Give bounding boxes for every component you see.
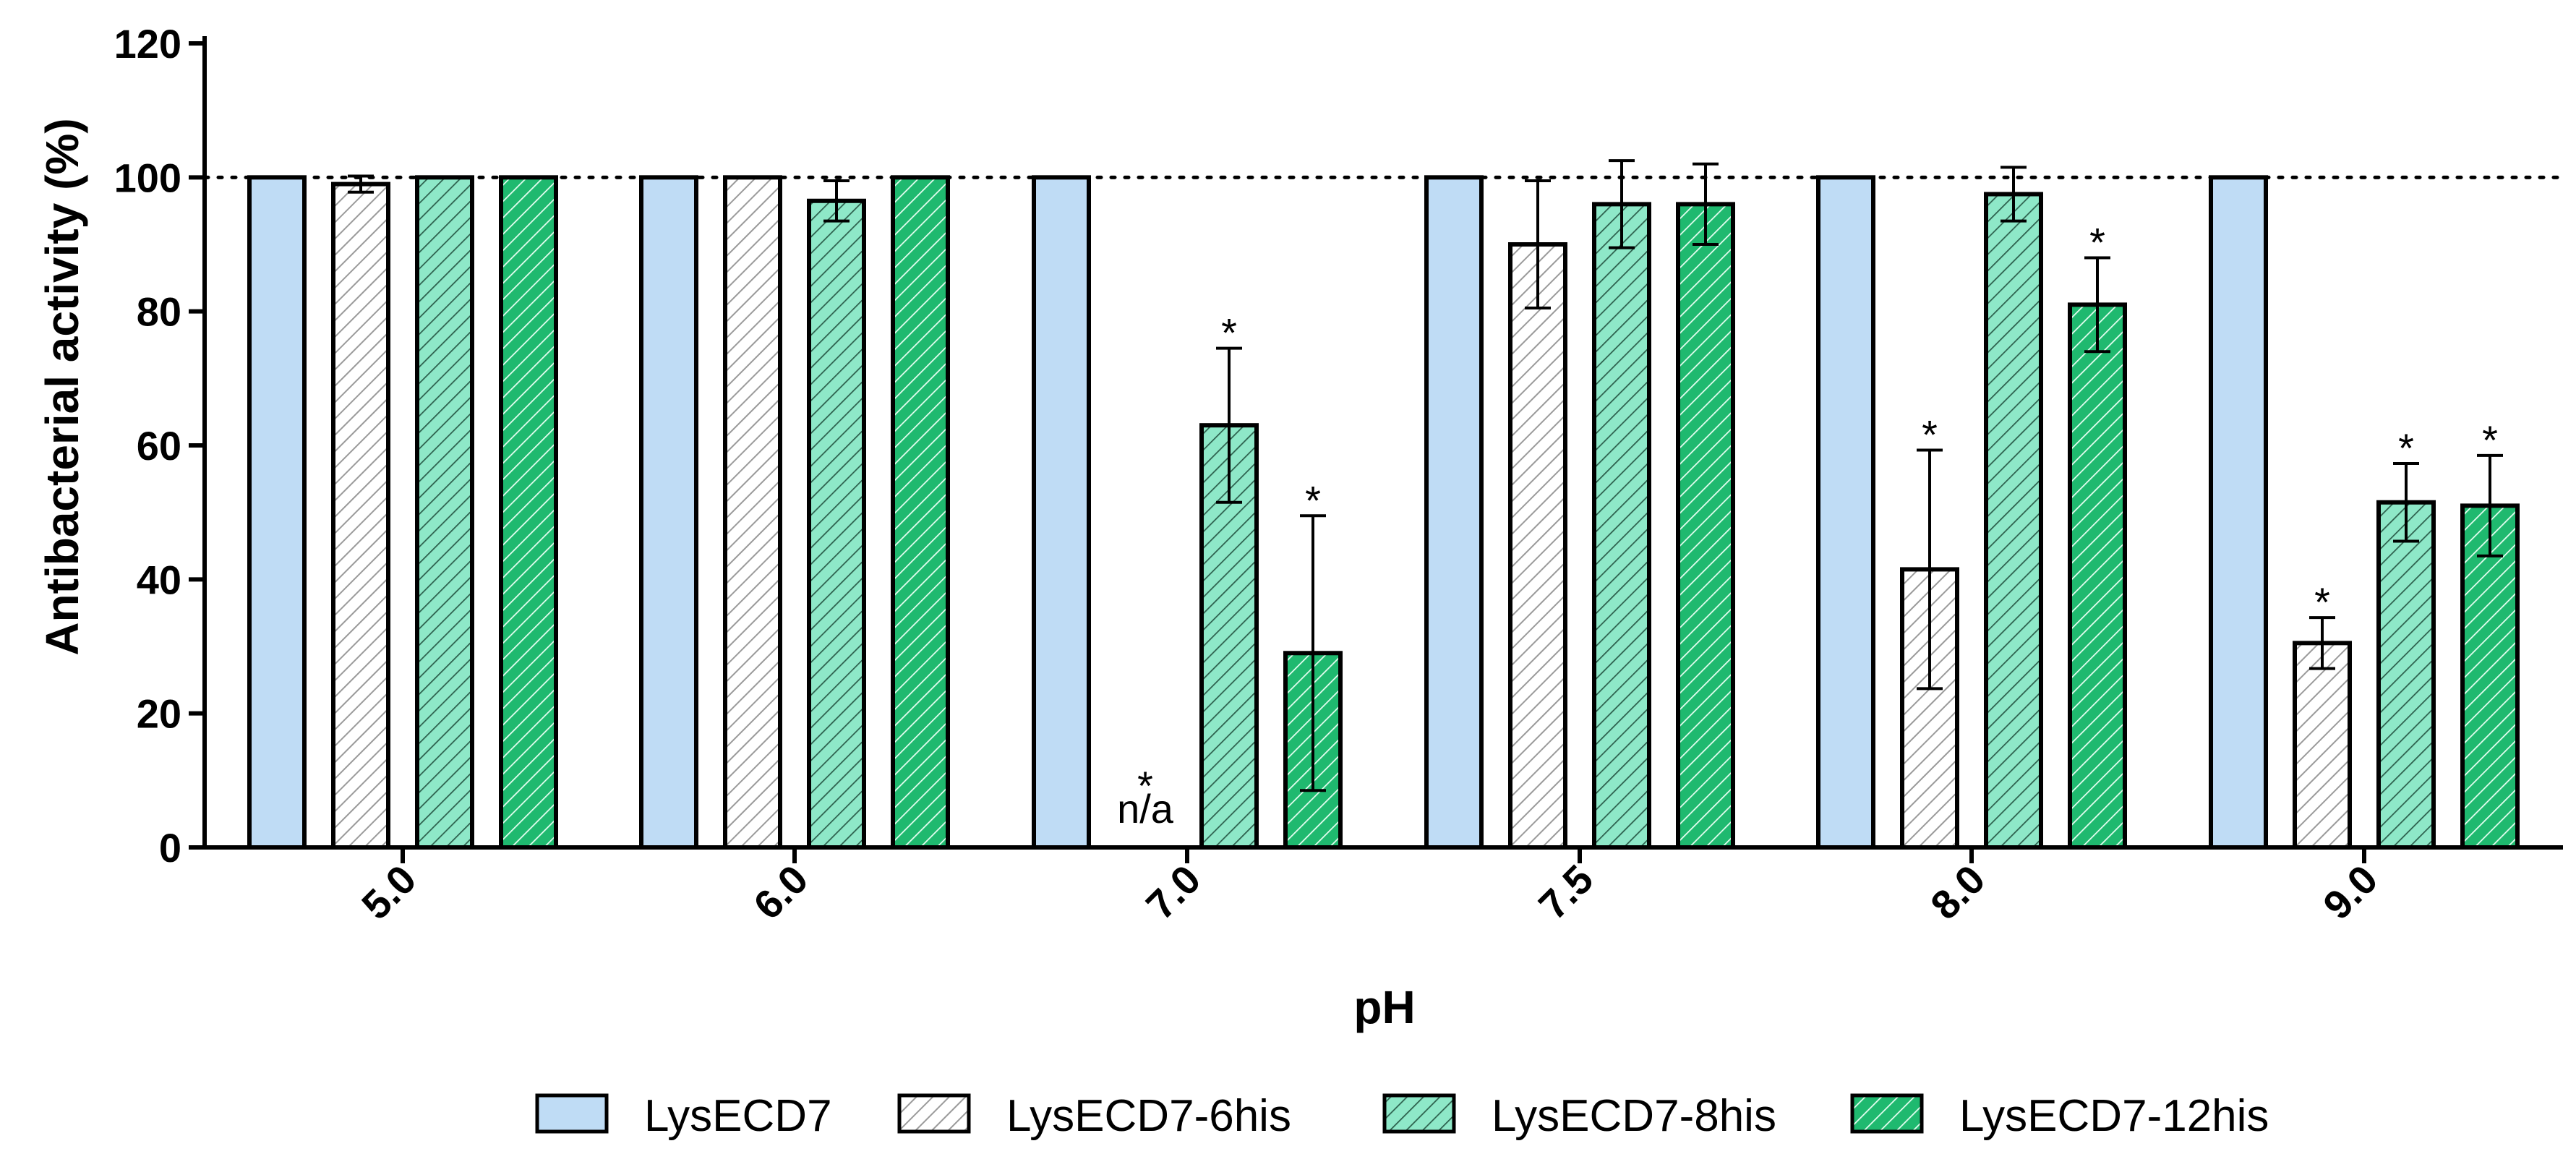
- legend-label-LysECD7-12his: LysECD7-12his: [1959, 1091, 2269, 1141]
- bar-LysECD7-8.0: [1816, 175, 1875, 850]
- error-bar-LysECD7-12his-8.0: [2084, 256, 2110, 354]
- legend-label-LysECD7-8his: LysECD7-8his: [1492, 1091, 1776, 1141]
- error-bars-layer: [348, 159, 2503, 792]
- significance-marker-LysECD7-12his-9.0: *: [2482, 417, 2498, 463]
- bar-LysECD7-7.0: [1032, 175, 1091, 850]
- bar-LysECD7-8his-6.0: [807, 198, 866, 850]
- y-tick-label-80: 80: [137, 289, 181, 335]
- bar-LysECD7-8his-5.0: [415, 175, 474, 850]
- x-tick-label-7.5: 7.5: [1530, 856, 1602, 928]
- significance-marker-LysECD7-6his-9.0: *: [2314, 579, 2330, 625]
- significance-marker-LysECD7-6his-8.0: *: [1922, 411, 1938, 457]
- significance-marker-LysECD7-6his-7.0: *: [1137, 763, 1153, 808]
- significance-marker-LysECD7-12his-8.0: *: [2089, 220, 2105, 265]
- error-bar-LysECD7-8his-9.0: [2393, 462, 2419, 543]
- legend-label-LysECD7: LysECD7: [644, 1091, 832, 1141]
- legend-entry-LysECD7: LysECD7: [535, 1091, 832, 1141]
- bar-LysECD7-8his-7.5: [1592, 202, 1651, 850]
- bar-LysECD7-12his-6.0: [891, 175, 950, 850]
- bar-LysECD7-8his-9.0: [2376, 500, 2436, 850]
- bar-LysECD7-12his-9.0: [2460, 503, 2520, 850]
- error-bar-LysECD7-6his-8.0: [1917, 448, 1943, 691]
- error-bar-LysECD7-6his-9.0: [2309, 616, 2335, 670]
- y-tick-label-60: 60: [137, 423, 181, 469]
- bar-LysECD7-8his-8.0: [1984, 192, 2043, 850]
- legend-entry-LysECD7-8his: LysECD7-8his: [1382, 1091, 1776, 1141]
- bar-LysECD7-12his-7.5: [1676, 202, 1735, 850]
- bar-LysECD7-6.0: [639, 175, 698, 850]
- legend-swatch-LysECD7-12his: [1850, 1093, 1924, 1134]
- legend-entry-LysECD7-12his: LysECD7-12his: [1850, 1091, 2269, 1141]
- bar-LysECD7-7.5: [1424, 175, 1484, 850]
- significance-marker-LysECD7-12his-7.0: *: [1305, 477, 1321, 523]
- bar-LysECD7-5.0: [247, 175, 307, 850]
- bar-LysECD7-12his-8.0: [2068, 302, 2127, 850]
- y-tick-label-20: 20: [137, 691, 181, 737]
- y-tick-label-0: 0: [159, 825, 181, 871]
- bar-LysECD7-6his-9.0: [2293, 641, 2352, 850]
- annotations-layer: n/a********: [1117, 220, 2498, 832]
- bar-LysECD7-6his-6.0: [723, 175, 782, 850]
- bar-LysECD7-12his-5.0: [499, 175, 558, 850]
- error-bar-LysECD7-6his-7.5: [1525, 179, 1551, 310]
- x-tick-label-8.0: 8.0: [1922, 856, 1994, 928]
- error-bar-LysECD7-12his-7.0: [1300, 514, 1326, 792]
- bars-layer: [247, 175, 2520, 850]
- legend: LysECD7 LysECD7-6his LysECD7-8his LysECD7-1…: [535, 1091, 2269, 1141]
- error-bar-LysECD7-8his-8.0: [2001, 166, 2027, 223]
- legend-swatch-LysECD7-8his: [1382, 1093, 1456, 1134]
- error-bar-LysECD7-8his-7.0: [1216, 346, 1242, 504]
- legend-swatch-LysECD7-6his: [897, 1093, 971, 1134]
- y-tick-label-100: 100: [114, 155, 181, 200]
- x-tick-label-6.0: 6.0: [745, 856, 817, 928]
- error-bar-LysECD7-12his-9.0: [2477, 453, 2503, 557]
- bar-LysECD7-9.0: [2209, 175, 2268, 850]
- y-tick-label-120: 120: [114, 21, 181, 67]
- y-axis-title: Antibacterial activity (%): [36, 118, 88, 655]
- bar-LysECD7-6his-5.0: [331, 181, 390, 850]
- na-label-LysECD7-6his-7.0: n/a: [1117, 786, 1174, 832]
- x-axis-title: pH: [1353, 981, 1415, 1033]
- y-tick-label-40: 40: [137, 557, 181, 602]
- bar-LysECD7-6his-7.5: [1508, 242, 1567, 850]
- x-tick-label-5.0: 5.0: [353, 856, 425, 928]
- legend-swatch-LysECD7: [535, 1093, 609, 1134]
- significance-marker-LysECD7-8his-7.0: *: [1221, 310, 1237, 356]
- x-tick-label-7.0: 7.0: [1137, 856, 1210, 928]
- error-bar-LysECD7-8his-6.0: [823, 179, 850, 223]
- legend-entry-LysECD7-6his: LysECD7-6his: [897, 1091, 1291, 1141]
- x-tick-label-9.0: 9.0: [2314, 856, 2387, 928]
- legend-label-LysECD7-6his: LysECD7-6his: [1006, 1091, 1291, 1141]
- significance-marker-LysECD7-8his-9.0: *: [2398, 425, 2414, 471]
- error-bar-LysECD7-8his-7.5: [1609, 159, 1635, 249]
